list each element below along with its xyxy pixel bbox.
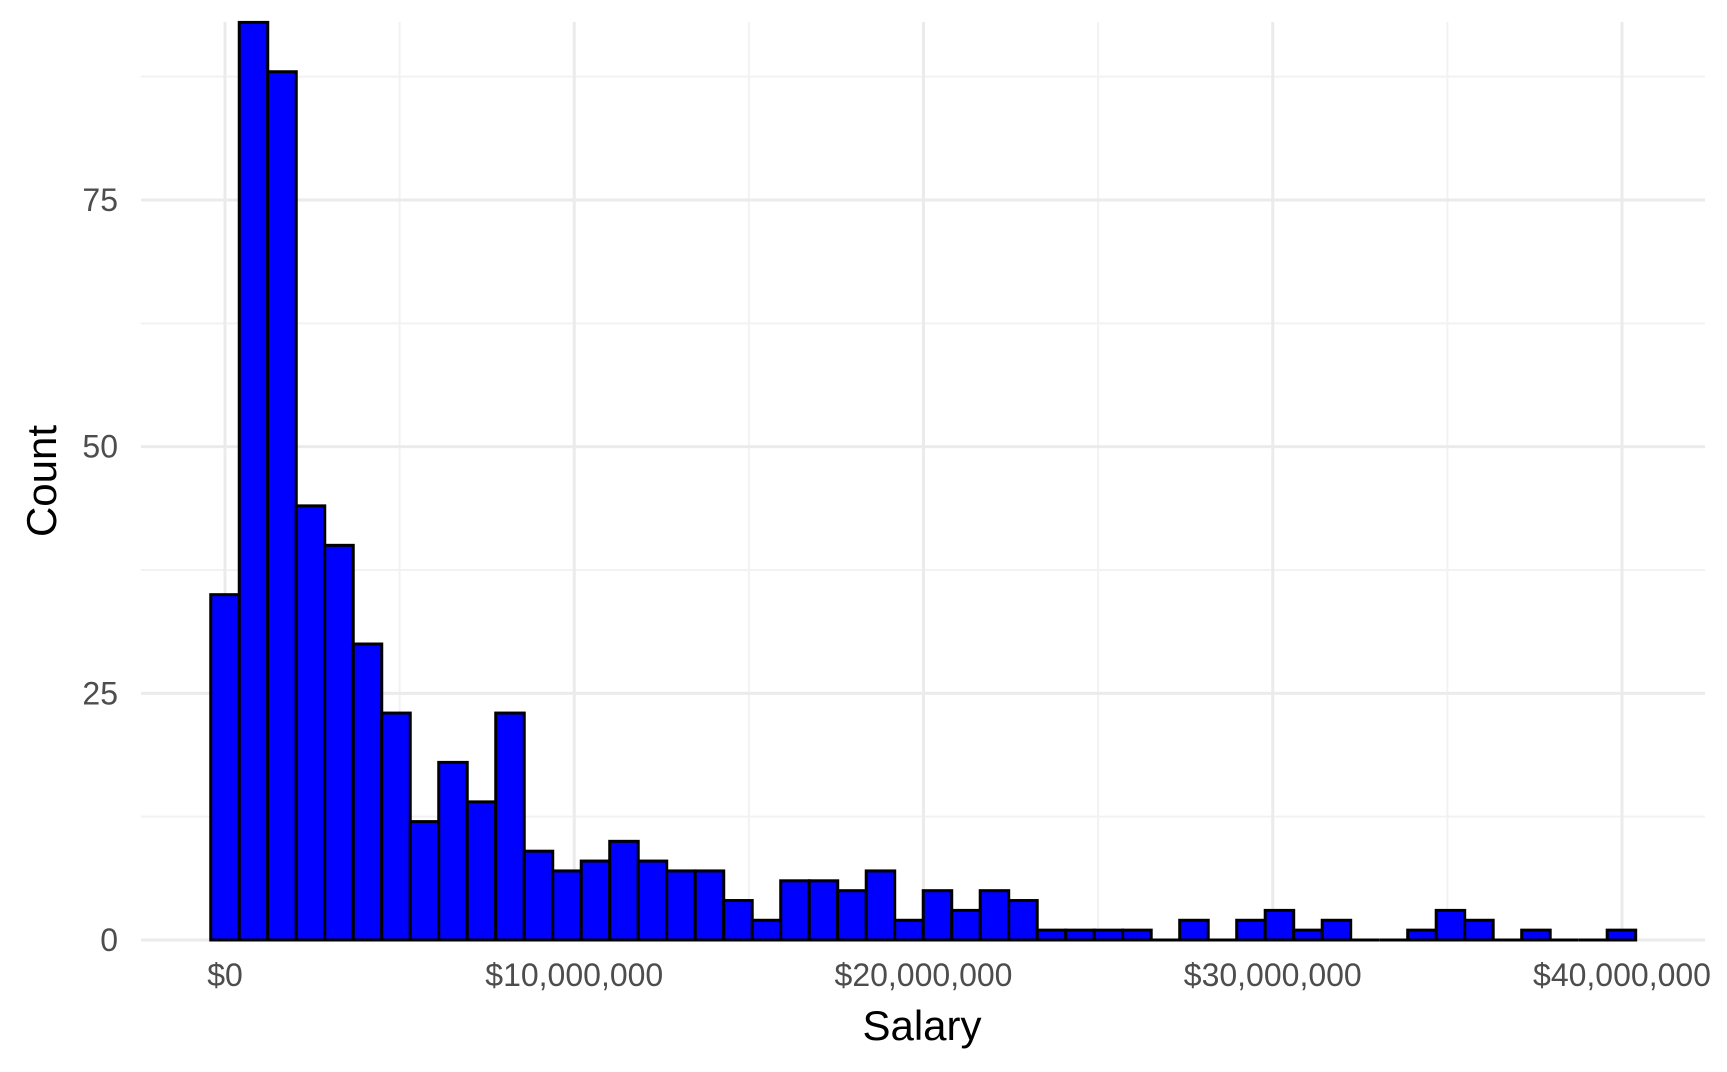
x-tick-label: $0: [207, 957, 243, 993]
histogram-bar: [1007, 899, 1039, 942]
x-tick-label: $30,000,000: [1184, 957, 1362, 993]
histogram-bar: [693, 869, 726, 942]
histogram-bar: [665, 869, 697, 942]
y-tick-label: 25: [82, 675, 118, 711]
histogram-bar: [950, 908, 982, 942]
histogram-bar: [408, 820, 441, 942]
histogram-bar: [1434, 908, 1467, 942]
x-axis-ticks: $0 $10,000,000 $20,000,000 $30,000,000 $40,0…: [207, 957, 1711, 993]
histogram-bar: [1520, 928, 1552, 942]
histogram-bar: [978, 889, 1011, 942]
x-tick-label: $40,000,000: [1533, 957, 1711, 993]
histogram-bar: [437, 760, 469, 942]
histogram-bar: [1406, 928, 1438, 942]
histogram-bar: [1320, 918, 1353, 942]
histogram-bars: [209, 20, 1638, 942]
histogram-bar: [1092, 928, 1125, 942]
histogram-bar: [1035, 928, 1068, 942]
histogram-bar: [323, 543, 355, 942]
histogram-bar: [1235, 918, 1267, 942]
histogram-bar: [1121, 928, 1153, 942]
histogram-bar: [722, 899, 754, 942]
histogram-bar: [636, 859, 669, 942]
histogram-bar: [836, 889, 868, 942]
histogram-bar: [1292, 928, 1324, 942]
histogram-bar: [608, 839, 640, 942]
y-axis-ticks: 0 25 50 75: [82, 182, 118, 958]
histogram-bar: [1263, 908, 1296, 942]
histogram-bar: [1064, 928, 1096, 942]
histogram-bar: [579, 859, 612, 942]
histogram-bar: [921, 889, 954, 942]
histogram-bar: [209, 593, 241, 942]
histogram-bar: [494, 711, 526, 942]
histogram-bar: [522, 849, 555, 942]
histogram-bar: [1178, 918, 1210, 942]
histogram-bar: [893, 918, 925, 942]
histogram-bar: [1605, 928, 1638, 942]
y-tick-label: 75: [82, 182, 118, 218]
histogram-bar: [750, 918, 783, 942]
histogram-bar: [551, 869, 583, 942]
x-tick-label: $10,000,000: [485, 957, 663, 993]
histogram-bar: [1463, 918, 1495, 942]
histogram-bar: [380, 711, 412, 942]
y-tick-label: 0: [100, 922, 118, 958]
y-tick-label: 50: [82, 429, 118, 465]
x-axis-title: Salary: [862, 1002, 981, 1049]
histogram-bar: [465, 800, 498, 942]
y-axis-title: Count: [18, 425, 65, 537]
histogram-bar: [864, 869, 897, 942]
histogram-bar: [294, 504, 327, 942]
histogram-bar: [807, 879, 840, 942]
histogram-bar: [266, 70, 298, 942]
x-tick-label: $20,000,000: [835, 957, 1013, 993]
histogram-bar: [779, 879, 811, 942]
histogram-bar: [237, 20, 270, 942]
histogram-bar: [351, 642, 384, 942]
